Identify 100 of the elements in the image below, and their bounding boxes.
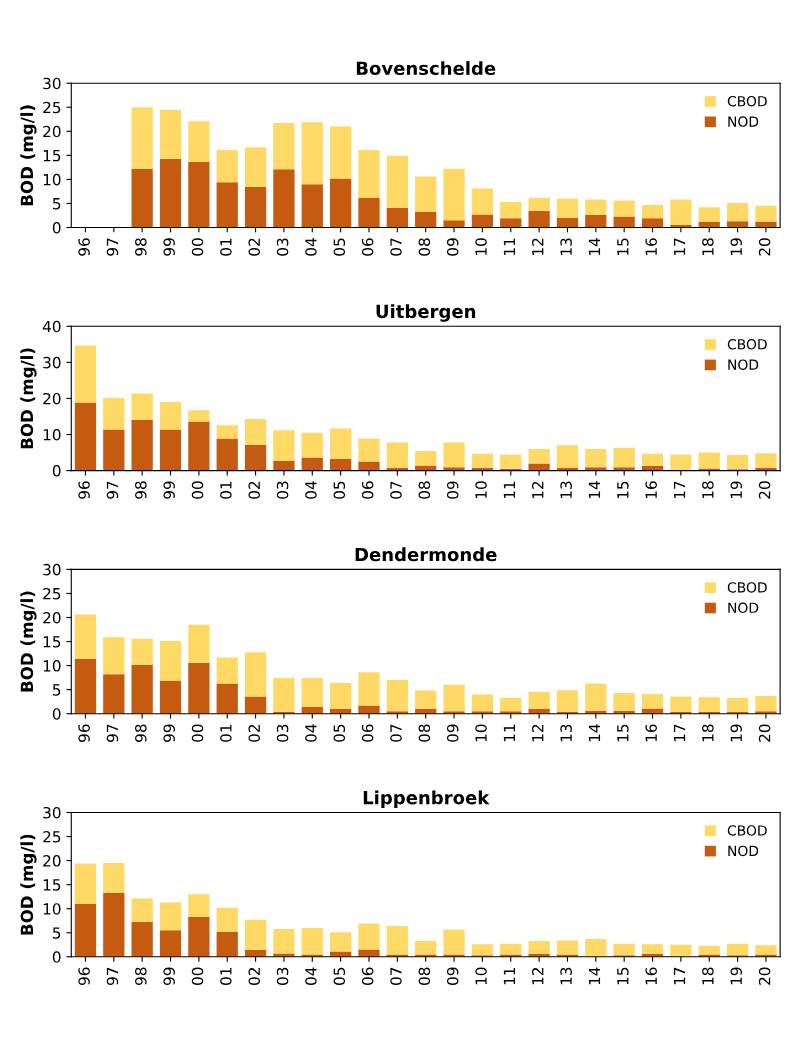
x-tick-label: 19 [730, 967, 743, 985]
x-tick-label: 00 [191, 724, 204, 742]
x-tick-label: 02 [248, 238, 261, 256]
x-tick-label: 98 [135, 724, 147, 742]
x-tick-label: 07 [390, 238, 402, 256]
x-tick-label: 07 [390, 481, 402, 499]
x-tick-label: 11 [503, 724, 515, 742]
chart-title: Dendermonde [355, 547, 497, 562]
x-tick-label: 17 [673, 724, 686, 742]
x-tick-label: 02 [248, 481, 261, 499]
legend-label: CBOD [727, 825, 767, 836]
x-tick-label: 03 [276, 967, 289, 985]
y-tick-label: 0 [52, 951, 61, 963]
x-tick-label: 16 [645, 724, 657, 742]
x-tick-label: 16 [645, 238, 657, 255]
y-tick-label: 30 [43, 563, 61, 576]
x-tick-label: 11 [503, 481, 515, 499]
legend-label: CBOD [727, 339, 767, 350]
y-tick-label: 10 [43, 660, 61, 672]
x-tick-label: 18 [702, 967, 714, 985]
y-tick-label: 25 [43, 101, 61, 114]
x-tick-label: 08 [418, 967, 431, 985]
x-tick-label: 10 [475, 724, 487, 742]
x-tick-label: 14 [588, 967, 601, 985]
y-tick-label: 0 [52, 708, 61, 720]
x-tick-label: 15 [617, 481, 629, 499]
y-tick-label: 20 [43, 611, 61, 624]
x-tick-label: 12 [531, 724, 544, 742]
x-tick-label: 13 [560, 481, 572, 499]
chart-title: Bovenschelde [356, 61, 496, 76]
x-tick-label: 16 [645, 481, 657, 499]
x-tick-label: 05 [333, 724, 346, 742]
chart-title: Lippenbroek [363, 790, 490, 808]
y-tick-label: 5 [53, 198, 61, 210]
y-tick-label: 30 [43, 77, 61, 90]
x-tick-label: 98 [135, 481, 147, 499]
x-tick-label: 08 [418, 724, 431, 742]
x-tick-label: 19 [730, 724, 743, 742]
x-tick-label: 18 [702, 481, 714, 499]
y-tick-label: 20 [43, 855, 61, 867]
x-tick-label: 99 [163, 967, 175, 985]
x-tick-label: 15 [617, 238, 629, 255]
x-tick-label: 06 [361, 967, 374, 985]
x-tick-label: 96 [78, 238, 90, 256]
x-tick-label: 18 [702, 238, 714, 255]
x-tick-label: 11 [503, 238, 515, 255]
x-tick-label: 10 [475, 238, 487, 255]
x-tick-label: 03 [276, 481, 289, 499]
y-tick-label: 10 [43, 903, 61, 915]
x-tick-label: 99 [163, 238, 175, 256]
x-tick-label: 04 [305, 967, 317, 985]
x-tick-label: 03 [276, 724, 289, 742]
x-tick-label: 98 [135, 967, 147, 985]
x-tick-label: 06 [361, 481, 374, 499]
x-tick-label: 97 [106, 724, 119, 742]
y-tick-label: 20 [43, 392, 61, 405]
legend-label: NOD [728, 359, 759, 370]
x-tick-label: 12 [531, 238, 544, 255]
x-tick-label: 01 [220, 967, 232, 985]
x-tick-label: 99 [163, 481, 175, 499]
x-tick-label: 96 [78, 967, 90, 985]
x-tick-label: 05 [333, 967, 346, 985]
x-tick-label: 08 [418, 238, 431, 256]
y-axis-title: BOD (mg/l) [20, 348, 37, 449]
x-tick-label: 09 [446, 481, 459, 499]
x-tick-label: 08 [418, 481, 431, 499]
x-tick-label: 07 [390, 724, 402, 742]
y-tick-label: 25 [43, 831, 61, 843]
x-tick-label: 10 [475, 967, 487, 985]
x-tick-label: 14 [588, 481, 601, 499]
x-tick-label: 16 [645, 967, 657, 985]
x-tick-label: 17 [673, 238, 686, 255]
x-tick-label: 01 [220, 238, 232, 256]
x-tick-label: 17 [673, 481, 686, 499]
legend-label: NOD [728, 116, 759, 127]
x-tick-label: 02 [248, 968, 261, 985]
x-tick-label: 06 [361, 238, 374, 256]
x-tick-label: 04 [305, 238, 317, 256]
x-tick-label: 01 [220, 481, 232, 499]
y-tick-label: 15 [43, 150, 61, 162]
x-tick-label: 10 [475, 481, 487, 499]
x-tick-label: 98 [135, 238, 147, 256]
y-tick-label: 10 [43, 173, 61, 186]
y-axis-title: BOD (mg/l) [20, 105, 37, 206]
x-tick-label: 12 [531, 481, 544, 499]
x-tick-label: 09 [446, 724, 459, 742]
y-tick-label: 5 [53, 684, 61, 696]
x-tick-label: 01 [220, 724, 232, 742]
x-tick-label: 04 [305, 724, 317, 742]
x-tick-label: 15 [617, 967, 629, 985]
x-tick-label: 20 [758, 481, 771, 499]
x-tick-label: 00 [191, 238, 204, 256]
legend-label: NOD [728, 845, 759, 857]
x-tick-label: 18 [702, 724, 714, 742]
x-tick-label: 09 [446, 967, 459, 985]
x-tick-label: 96 [78, 481, 90, 499]
legend-label: CBOD [727, 95, 767, 107]
y-tick-label: 10 [43, 428, 61, 441]
x-tick-label: 96 [78, 724, 90, 742]
x-tick-label: 13 [560, 724, 572, 742]
